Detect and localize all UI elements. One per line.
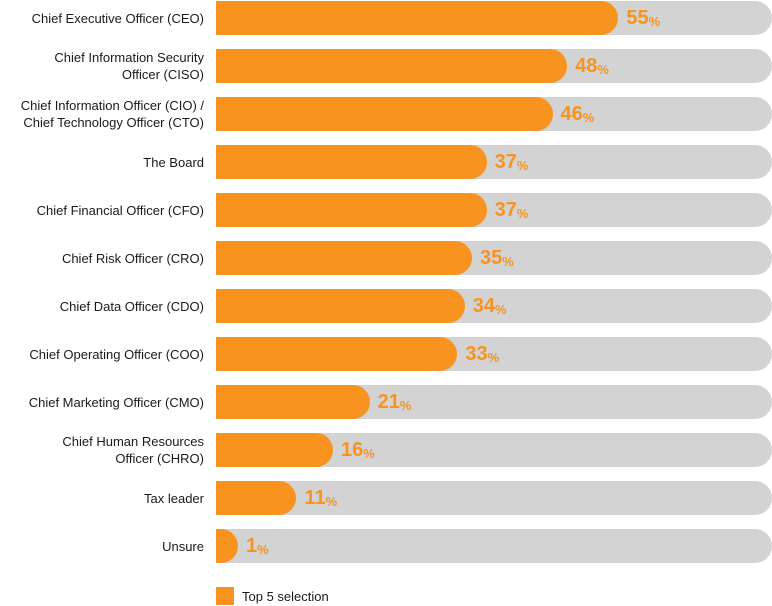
bar-track: 37% (216, 193, 772, 227)
category-label: Chief Marketing Officer (CMO) (28, 394, 204, 410)
bar (216, 193, 487, 227)
bar-row: Chief Financial Officer (CFO) 37% (0, 193, 772, 227)
bar-track: 16% (216, 433, 772, 467)
bar-track: 21% (216, 385, 772, 419)
bar (216, 289, 465, 323)
category-label: The Board (143, 154, 204, 170)
bar-row: Chief Human Resources Officer (CHRO) 16% (0, 433, 772, 467)
bar-row: Chief Executive Officer (CEO) 55% (0, 1, 772, 35)
bar-row: Chief Operating Officer (COO) 33% (0, 337, 772, 371)
value-label: 16% (341, 438, 375, 461)
category-label: Unsure (162, 538, 204, 554)
bar (216, 49, 568, 83)
bar-row: Tax leader 11% (0, 481, 772, 515)
category-label: Chief Executive Officer (CEO) (31, 10, 204, 26)
bar-track: 1% (216, 529, 772, 563)
category-label: Chief Data Officer (CDO) (59, 298, 204, 314)
bar-row: Chief Risk Officer (CRO) 35% (0, 241, 772, 275)
legend-swatch (216, 587, 234, 605)
bar (216, 385, 370, 419)
bar-row: Chief Information Officer (CIO) / Chief T… (0, 97, 772, 131)
value-label: 37% (494, 150, 529, 173)
category-label: Chief Information Officer (CIO) / Chief T… (20, 98, 204, 130)
bar-track: 34% (216, 289, 772, 323)
value-label: 55% (626, 6, 661, 29)
bar-track: 48% (216, 49, 772, 83)
bar (216, 481, 297, 515)
bar (216, 433, 334, 467)
value-label: 37% (494, 198, 529, 221)
bar-track: 37% (216, 145, 772, 179)
bar-track: 46% (216, 97, 772, 131)
bar-row: Unsure 1% (0, 529, 772, 563)
bar-row: Chief Data Officer (CDO) 34% (0, 289, 772, 323)
bar-chart: Chief Executive Officer (CEO) 55% Chief In… (0, 1, 772, 563)
value-label: 1% (246, 534, 269, 557)
value-label: 48% (575, 54, 609, 77)
category-label: Chief Information Security Officer (CISO) (54, 50, 204, 82)
bar-track: 55% (216, 1, 772, 35)
bar-row: Chief Information Security Officer (CISO)… (0, 49, 772, 83)
bar-track: 33% (216, 337, 772, 371)
bar-row: The Board 37% (0, 145, 772, 179)
legend-label: Top 5 selection (242, 588, 329, 604)
category-label: Chief Financial Officer (CFO) (36, 202, 204, 218)
category-label: Chief Risk Officer (CRO) (61, 250, 204, 266)
bar (216, 337, 458, 371)
category-label: Chief Operating Officer (COO) (29, 346, 204, 362)
value-label: 33% (465, 342, 500, 365)
value-label: 21% (377, 390, 412, 413)
bar (216, 1, 619, 35)
bar (216, 241, 473, 275)
value-label: 11% (304, 486, 338, 509)
bar (216, 529, 238, 563)
bar (216, 145, 487, 179)
category-label: Tax leader (144, 490, 204, 506)
legend: Top 5 selection (216, 586, 329, 606)
bar-track: 35% (216, 241, 772, 275)
bar-track: 11% (216, 481, 772, 515)
bar (216, 97, 553, 131)
value-label: 35% (480, 246, 514, 269)
category-label: Chief Human Resources Officer (CHRO) (62, 434, 204, 466)
value-label: 34% (472, 294, 507, 317)
bar-row: Chief Marketing Officer (CMO) 21% (0, 385, 772, 419)
value-label: 46% (560, 102, 595, 125)
